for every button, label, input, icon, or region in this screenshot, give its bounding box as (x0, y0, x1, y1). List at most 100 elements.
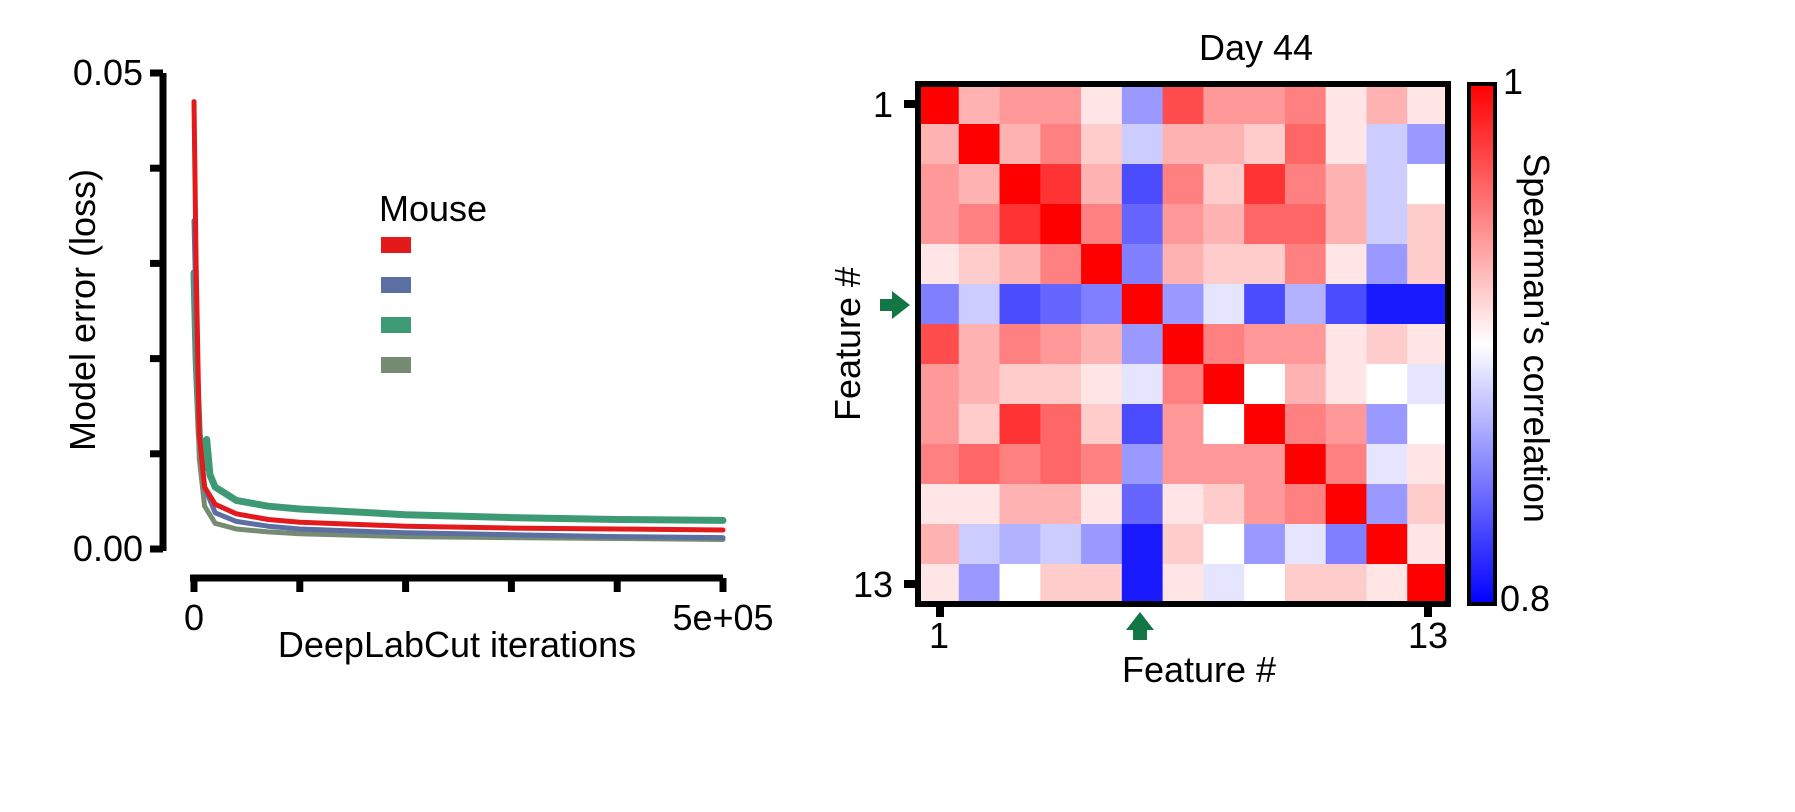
heatmap-cell (1081, 484, 1123, 525)
heatmap-cell (1325, 284, 1368, 325)
heatmap-cell (1203, 244, 1245, 285)
heatmap-cell (1366, 124, 1408, 165)
heatmap-x-axis-label: Feature # (1122, 649, 1276, 690)
heatmap-cell (999, 524, 1041, 565)
loss-y-tick-label-bottom: 0.00 (73, 528, 143, 569)
heatmap-cell (918, 524, 960, 565)
heatmap-cell (1244, 444, 1286, 485)
heatmap-cell (1040, 164, 1082, 205)
loss-x-axis-label: DeepLabCut iterations (278, 624, 636, 665)
heatmap-frame (915, 81, 1451, 607)
heatmap-cell (1284, 324, 1327, 365)
heatmap-cell (1366, 324, 1408, 365)
heatmap-cell (958, 204, 1001, 245)
heatmap-y-tick-label-13: 13 (853, 564, 893, 605)
heatmap-cell (1081, 524, 1123, 565)
heatmap-cell (1040, 484, 1082, 525)
heatmap-cell (1407, 284, 1449, 325)
heatmap-cell (1244, 564, 1286, 605)
heatmap-cell (999, 364, 1041, 405)
heatmap-cell (1081, 124, 1123, 165)
heatmap-cell (1325, 124, 1368, 165)
heatmap-cell (1407, 204, 1449, 245)
heatmap-cell (918, 84, 960, 125)
heatmap-cell (1121, 244, 1164, 285)
heatmap-x-tick-label-1: 1 (929, 615, 949, 656)
heatmap-cell (1162, 444, 1204, 485)
heatmap-cell (1284, 84, 1327, 125)
heatmap-cell (999, 124, 1041, 165)
heatmap-cell (1040, 204, 1082, 245)
loss-legend: Mouse (379, 188, 487, 373)
heatmap-cell (999, 204, 1041, 245)
colorbar-tick-label-max: 1 (1503, 61, 1523, 102)
heatmap-cell (1366, 404, 1408, 445)
heatmap-cell (1121, 84, 1164, 125)
heatmap-cell (1407, 324, 1449, 365)
heatmap-cell (1121, 444, 1164, 485)
heatmap-cell (1244, 364, 1286, 405)
loss-legend-swatch-4 (381, 357, 411, 373)
heatmap-cell (1121, 364, 1164, 405)
heatmap-cell (918, 204, 960, 245)
heatmap-cell (918, 124, 960, 165)
loss-y-ticks (150, 69, 163, 553)
heatmap-cell (1203, 164, 1245, 205)
heatmap-cell (999, 164, 1041, 205)
heatmap-cell (1203, 324, 1245, 365)
heatmap-cell (1081, 444, 1123, 485)
heatmap-cell (1244, 244, 1286, 285)
heatmap-cell (958, 404, 1001, 445)
heatmap-cell (1162, 364, 1204, 405)
loss-legend-swatch-2 (381, 277, 411, 293)
heatmap-cell (1366, 164, 1408, 205)
heatmap-cell (1244, 324, 1286, 365)
heatmap-cell (1162, 324, 1204, 365)
heatmap-cell (1244, 524, 1286, 565)
loss-legend-title: Mouse (379, 188, 487, 229)
heatmap-cell (1407, 364, 1449, 405)
heatmap-cell (1407, 84, 1449, 125)
heatmap-cell (958, 364, 1001, 405)
heatmap-cell (1162, 244, 1204, 285)
row-marker-arrow-icon (880, 291, 910, 319)
heatmap-cell (1081, 364, 1123, 405)
loss-series-group (190, 99, 727, 542)
heatmap-cell (1162, 284, 1204, 325)
heatmap-cell (1325, 244, 1368, 285)
heatmap-cell (1121, 524, 1164, 565)
heatmap-cell (958, 484, 1001, 525)
heatmap-cell (1162, 124, 1204, 165)
heatmap-cell (1325, 564, 1368, 605)
heatmap-cell (1203, 284, 1245, 325)
heatmap-cell (1203, 364, 1245, 405)
loss-chart: 0.05 0.00 0 5e+05 DeepLabCut iterations … (62, 52, 774, 665)
heatmap-cell (999, 84, 1041, 125)
heatmap-cell (1366, 244, 1408, 285)
heatmap-cell (958, 564, 1001, 605)
heatmap-cell (1284, 244, 1327, 285)
heatmap-cell (1244, 484, 1286, 525)
heatmap-cell (1040, 84, 1082, 125)
heatmap-cell (1244, 84, 1286, 125)
heatmap-cell (1244, 124, 1286, 165)
heatmap-cell (1040, 244, 1082, 285)
heatmap-cell (958, 84, 1001, 125)
heatmap-cell (1325, 404, 1368, 445)
heatmap-cell (1081, 164, 1123, 205)
loss-series-line-2 (191, 218, 726, 541)
heatmap-cell (1284, 364, 1327, 405)
heatmap-cell (1366, 364, 1408, 405)
heatmap-cell (1407, 244, 1449, 285)
heatmap-cell (918, 284, 960, 325)
loss-legend-swatch-1 (381, 237, 411, 253)
loss-y-axis-label: Model error (loss) (62, 169, 103, 451)
heatmap-cell (1407, 484, 1449, 525)
heatmap-cell (958, 324, 1001, 365)
heatmap-cell (1284, 444, 1327, 485)
heatmap-y-axis-label: Feature # (827, 267, 868, 421)
loss-legend-swatches (381, 237, 411, 373)
heatmap-cell (1244, 164, 1286, 205)
heatmap-cell (999, 484, 1041, 525)
